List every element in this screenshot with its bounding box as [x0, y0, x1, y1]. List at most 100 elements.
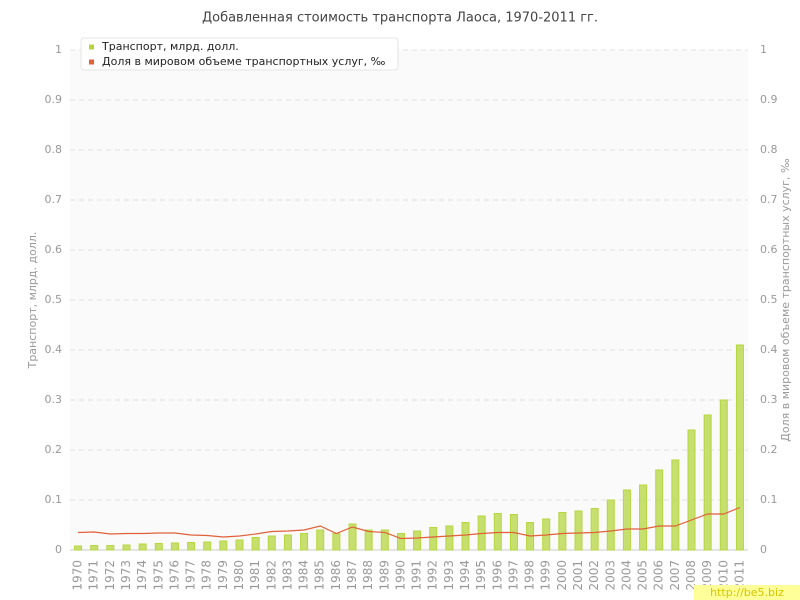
- y2-tick-label: 0.8: [760, 143, 778, 156]
- x-tick-label: 1977: [184, 560, 198, 591]
- bar: [493, 513, 502, 551]
- watermark-bg: [694, 585, 800, 600]
- bar: [138, 543, 147, 551]
- x-tick-label: 1990: [393, 560, 407, 591]
- bar: [300, 533, 309, 551]
- watermark: http://be5.biz: [710, 586, 784, 599]
- bar: [413, 530, 422, 551]
- bar: [316, 529, 325, 551]
- y-axis-label: Транспорт, млрд. долл.: [26, 232, 39, 370]
- y2-tick-label: 0.6: [760, 243, 778, 256]
- bar: [122, 544, 131, 551]
- x-tick-label: 1986: [329, 560, 343, 591]
- x-tick-label: 1970: [71, 560, 85, 591]
- plot: 0 0.1 0.2 0.3 0.4 0.5 0.6 0.7 0.8 0.9 1 0 0.1 0.2 0.3 0…: [45, 43, 778, 591]
- x-tick-label: 1971: [87, 560, 101, 591]
- x-tick-label: 1984: [297, 560, 311, 591]
- x-tick-label: 1972: [103, 560, 117, 591]
- bar: [396, 533, 405, 551]
- x-tick-label: 1980: [232, 560, 246, 591]
- bar: [251, 537, 260, 551]
- bar: [606, 499, 615, 551]
- x-tick-label: 2001: [571, 560, 585, 591]
- bar: [445, 525, 454, 551]
- bar: [703, 414, 712, 551]
- bar: [574, 510, 583, 551]
- bar: [622, 489, 631, 551]
- bar: [74, 545, 83, 551]
- y-tick-label: 1: [55, 43, 62, 56]
- y2-tick-label: 0.4: [760, 343, 778, 356]
- y-tick-label: 0.1: [45, 493, 63, 506]
- x-tick-label: 1978: [200, 560, 214, 591]
- legend: Транспорт, млрд. долл. Доля в мировом объ…: [80, 37, 399, 71]
- x-tick-label: 1974: [135, 560, 149, 591]
- x-tick-label: 2000: [555, 560, 569, 591]
- y2-tick-label: 0.5: [760, 293, 778, 306]
- bar: [719, 399, 728, 551]
- x-tick-label: 2004: [619, 560, 633, 591]
- y2-tick-label: 0.2: [760, 443, 778, 456]
- y2-axis-label: Доля в мировом объеме транспортных услуг…: [779, 158, 792, 442]
- x-tick-label: 1982: [264, 560, 278, 591]
- bar: [332, 533, 341, 551]
- x-tick-label: 1981: [248, 560, 262, 591]
- bar: [655, 469, 664, 551]
- bar: [106, 545, 115, 551]
- x-tick-label: 2007: [668, 560, 682, 591]
- x-tick-label: 2010: [716, 560, 730, 591]
- bar: [590, 508, 599, 551]
- bar: [558, 512, 567, 551]
- x-tick-label: 1998: [523, 560, 537, 591]
- y2-tick-label: 0.9: [760, 93, 778, 106]
- bar: [380, 529, 389, 551]
- y2-tick-label: 0.1: [760, 493, 778, 506]
- bar: [90, 545, 99, 551]
- x-tick-label: 1996: [490, 560, 504, 591]
- chart-title: Добавленная стоимость транспорта Лаоса, …: [202, 11, 598, 26]
- x-tick-label: 2008: [684, 560, 698, 591]
- x-tick-label: 1989: [377, 560, 391, 591]
- bar: [187, 542, 196, 551]
- bar: [429, 527, 438, 551]
- legend-box: [80, 37, 399, 71]
- y-tick-label: 0.8: [45, 143, 63, 156]
- x-tick-label: 1995: [474, 560, 488, 591]
- bar: [735, 344, 744, 551]
- y-tick-label: 0.5: [45, 293, 63, 306]
- y-tick-label: 0.4: [45, 343, 63, 356]
- x-tick-label: 1976: [167, 560, 181, 591]
- y-tick-label: 0: [55, 543, 62, 556]
- y2-tick-label: 0.3: [760, 393, 778, 406]
- y2-tick-label: 0.7: [760, 193, 778, 206]
- legend-label: Транспорт, млрд. долл.: [101, 40, 239, 53]
- bar: [170, 542, 179, 551]
- y2-tick-label: 1: [760, 43, 767, 56]
- x-tick-label: 1985: [313, 560, 327, 591]
- x-tick-label: 1979: [216, 560, 230, 591]
- x-tick-label: 1983: [280, 560, 294, 591]
- x-tick-label: 1992: [426, 560, 440, 591]
- line: [78, 506, 741, 540]
- x-tick-label: 1975: [151, 560, 165, 591]
- x-tick-label: 1987: [345, 560, 359, 591]
- bar: [671, 459, 680, 551]
- bar: [235, 539, 244, 551]
- y2-tick-label: 0: [760, 543, 767, 556]
- legend-swatch: [89, 59, 94, 65]
- y-tick-label: 0.7: [45, 193, 63, 206]
- x-tick-label: 1973: [119, 560, 133, 591]
- bar: [348, 523, 357, 551]
- x-tick-label: 1997: [506, 560, 520, 591]
- x-tick-label: 1999: [539, 560, 553, 591]
- x-tick-label: 1994: [458, 560, 472, 591]
- bar: [461, 522, 470, 551]
- bar: [267, 535, 276, 551]
- x-tick-label: 2011: [732, 560, 746, 591]
- x-tick-label: 2005: [636, 560, 650, 591]
- x-tick-label: 1988: [361, 560, 375, 591]
- bar: [154, 543, 163, 551]
- legend-label: Доля в мировом объеме транспортных услуг…: [102, 55, 386, 68]
- x-tick-label: 2003: [603, 560, 617, 591]
